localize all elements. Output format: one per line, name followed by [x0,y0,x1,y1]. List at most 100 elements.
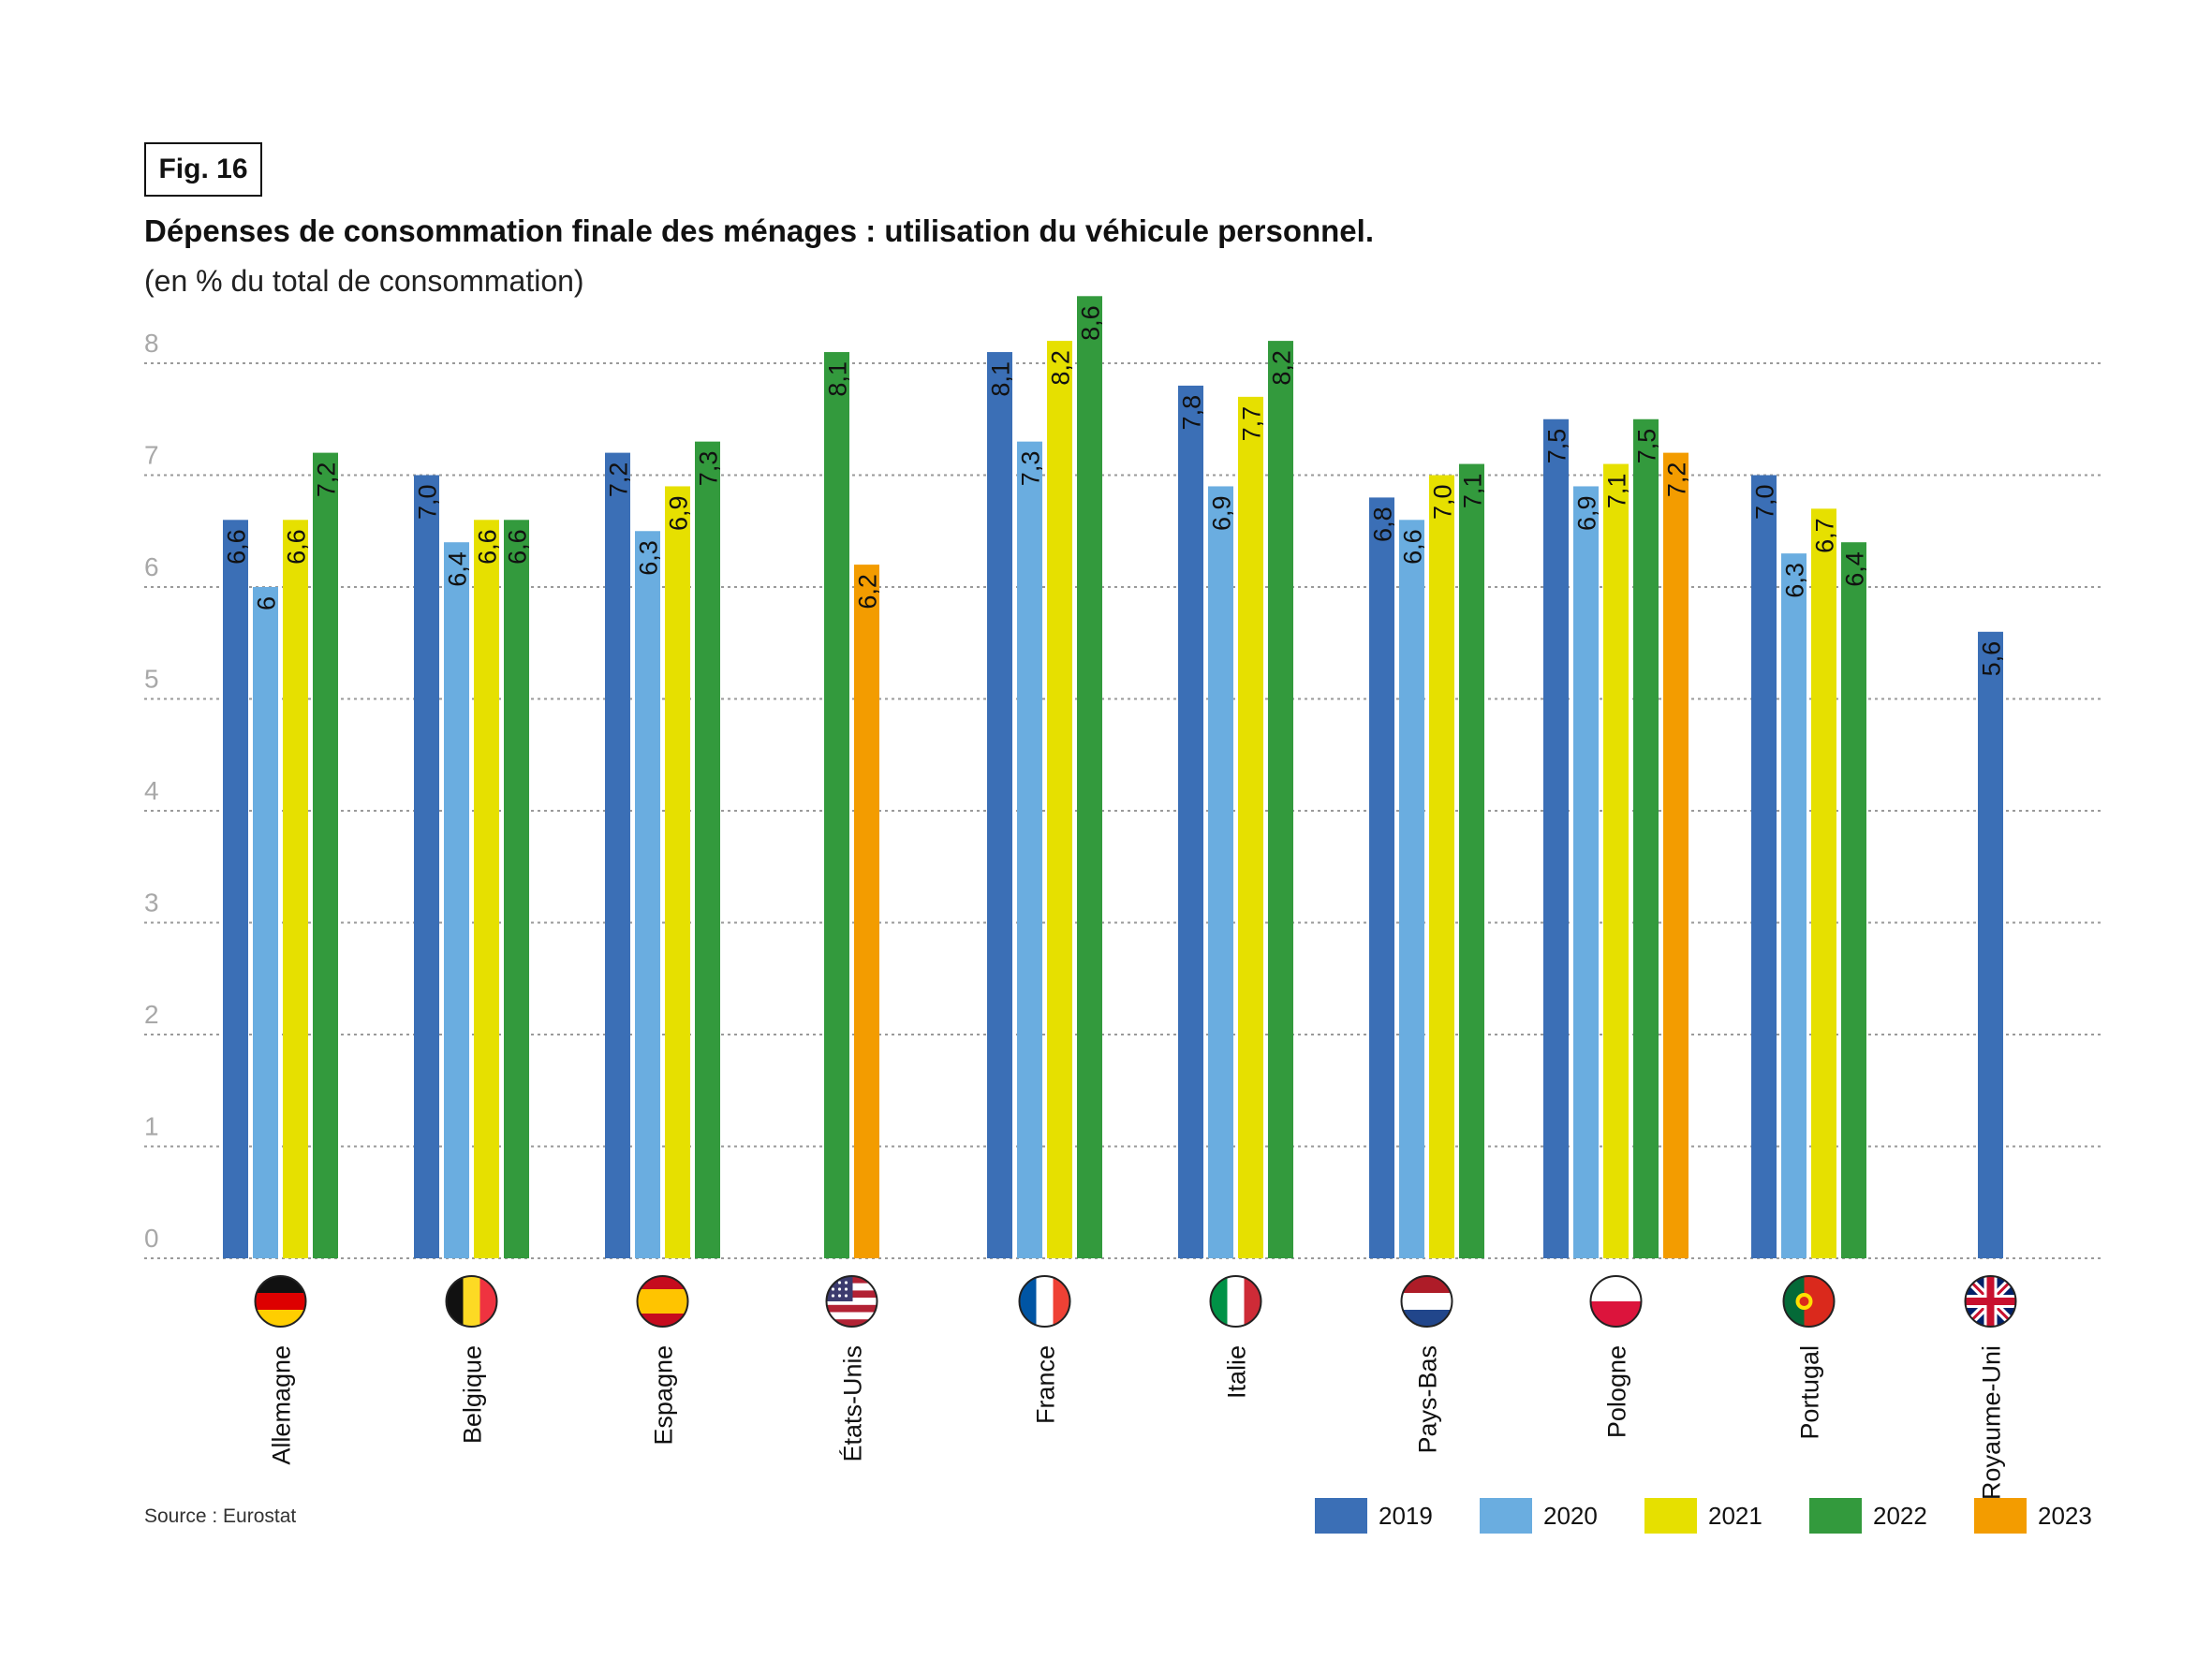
bar-value-label: 6,3 [635,540,663,576]
bar-value-label: 6,7 [1811,518,1839,553]
legend-swatch-2019 [1315,1498,1367,1534]
bar-Pologne-2020 [1573,486,1599,1258]
bar-value-label: 7,1 [1603,474,1631,509]
bar-value-label: 7,1 [1459,474,1487,509]
bar-value-label: 6,4 [444,551,472,587]
legend-label-2019: 2019 [1379,1501,1433,1530]
bar-value-label: 8,1 [987,361,1015,397]
spain-flag-icon [636,1275,689,1328]
italy-flag-icon [1209,1275,1262,1328]
category-label: Pays-Bas [1414,1345,1442,1454]
bar-value-label: 7,0 [1429,485,1457,521]
bar-value-label: 6,8 [1369,507,1397,542]
bar-value-label: 6,9 [665,495,693,531]
bar-value-label: 8,1 [824,361,852,397]
bar-Pologne-2023 [1663,452,1688,1259]
portugal-flag-icon [1782,1275,1836,1328]
y-tick-label: 8 [144,329,159,358]
bar-France-2020 [1017,441,1042,1258]
legend-label-2021: 2021 [1708,1501,1762,1530]
y-tick-label: 7 [144,441,159,470]
bar-Pays-Bas-2020 [1399,520,1424,1258]
bar-Espagne-2022 [695,441,720,1258]
poland-flag-icon [1589,1275,1643,1328]
y-tick-label: 5 [144,665,159,694]
bar-Pays-Bas-2022 [1459,463,1484,1258]
bar-value-label: 6,2 [854,574,882,609]
bar-Pays-Bas-2019 [1369,497,1394,1258]
bar-Belgique-2021 [474,520,499,1258]
category-label: France [1032,1345,1060,1424]
bar-Pays-Bas-2021 [1429,475,1454,1258]
category-label: Portugal [1796,1345,1824,1440]
legend-label-2020: 2020 [1543,1501,1598,1530]
legend-label-2022: 2022 [1873,1501,1927,1530]
category-label: Royaume-Uni [1978,1345,2006,1500]
bar-Portugal-2021 [1811,508,1836,1258]
bar-value-label: 5,6 [1978,641,2006,677]
bar-value-label: 7,8 [1178,395,1206,431]
gridlines: 0 1 2 3 4 5 6 7 8 [144,329,2103,1259]
legend-item-2023: 2023 [1974,1498,2139,1534]
bar-États-Unis-2023 [854,565,879,1258]
bar-Belgique-2022 [504,520,529,1258]
bar-Espagne-2020 [635,531,660,1258]
category-label: Espagne [650,1345,678,1446]
legend-item-2022: 2022 [1809,1498,1974,1534]
bar-Pologne-2022 [1633,418,1659,1258]
bar-value-label: 6,6 [283,529,311,565]
bar-France-2021 [1047,341,1072,1259]
bar-value-label: 7,2 [605,462,633,498]
bar-Italie-2020 [1208,486,1233,1258]
bar-Portugal-2019 [1751,475,1777,1258]
bar-Pologne-2021 [1603,463,1629,1258]
bar-Belgique-2019 [414,475,439,1258]
bar-value-label: 6,9 [1573,495,1601,531]
y-tick-label: 6 [144,552,159,581]
legend-swatch-2022 [1809,1498,1862,1534]
y-tick-label: 0 [144,1224,159,1253]
netherlands-flag-icon [1400,1275,1453,1328]
bar-Royaume-Uni-2019 [1978,631,2003,1258]
bar-value-label: 6,6 [1399,529,1427,565]
category-label: Belgique [459,1345,487,1444]
x-axis: Allemagne Belgique Espagne États-Unis France… [254,1275,2017,1500]
y-tick-label: 1 [144,1112,159,1141]
category-label: Italie [1223,1345,1251,1399]
bar-Espagne-2019 [605,452,630,1259]
bar-value-label: 7,0 [414,485,442,521]
y-tick-label: 2 [144,1000,159,1029]
bar-value-label: 6,6 [504,529,532,565]
bar-Espagne-2021 [665,486,690,1258]
belgium-flag-icon [445,1275,498,1328]
bar-États-Unis-2022 [824,352,849,1258]
bar-value-label: 7,5 [1543,429,1571,464]
uk-flag-icon [1964,1275,2017,1328]
bar-value-label: 7,7 [1238,406,1266,442]
legend-item-2019: 2019 [1315,1498,1480,1534]
bar-value-label: 6,9 [1208,495,1236,531]
legend-item-2020: 2020 [1480,1498,1644,1534]
chart-subtitle: (en % du total de consommation) [144,264,584,298]
bar-value-label: 7,3 [1017,451,1045,487]
legend-item-2021: 2021 [1644,1498,1809,1534]
bar-Allemagne-2021 [283,520,308,1258]
bar-Italie-2022 [1268,341,1293,1259]
france-flag-icon [1018,1275,1071,1328]
bar-Allemagne-2020 [253,587,278,1258]
bar-Portugal-2022 [1841,542,1866,1258]
bar-value-label: 7,5 [1633,429,1661,464]
bar-value-label: 7,2 [1663,462,1691,498]
bar-France-2019 [987,352,1012,1258]
legend-swatch-2021 [1644,1498,1697,1534]
bar-Allemagne-2019 [223,520,248,1258]
bar-value-label: 6,6 [223,529,251,565]
bar-Italie-2019 [1178,385,1203,1258]
bar-value-label: 8,6 [1077,305,1105,341]
usa-flag-icon [825,1275,878,1328]
bar-value-label: 7,0 [1751,485,1779,521]
legend-label-2023: 2023 [2038,1501,2092,1530]
bar-value-label: 6,3 [1781,563,1809,598]
bar-value-label: 6,4 [1841,551,1869,587]
category-label: États-Unis [839,1345,867,1462]
